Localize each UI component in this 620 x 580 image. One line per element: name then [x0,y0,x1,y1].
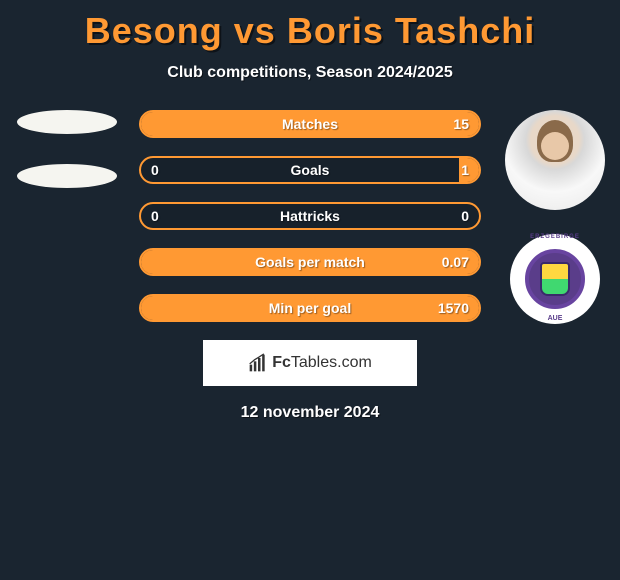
comparison-area: ERZGEBIRGE AUE Matches 15 0 Goals 1 0 Hattrick… [0,110,620,422]
logo-text: FcTables.com [272,354,372,372]
stat-label: Goals per match [255,254,365,270]
right-player-column: ERZGEBIRGE AUE [500,110,610,324]
stat-right-value: 15 [453,116,469,132]
stat-right-value: 0 [461,208,469,224]
club-shield-icon [540,262,570,296]
stat-bar: 0 Goals 1 [139,156,481,184]
page-title: Besong vs Boris Tashchi [0,0,620,52]
stat-label: Min per goal [269,300,351,316]
stat-left-value: 0 [151,208,159,224]
subtitle: Club competitions, Season 2024/2025 [0,64,620,82]
club-abbr: AUE [510,315,600,322]
snapshot-date: 12 november 2024 [0,404,620,422]
club-ring-text: ERZGEBIRGE [510,234,600,240]
stat-right-value: 1570 [438,300,469,316]
left-player-column [12,110,122,218]
player2-avatar [505,110,605,210]
stat-bar: Matches 15 [139,110,481,138]
stat-left-value: 0 [151,162,159,178]
logo-prefix: Fc [272,354,291,371]
stats-bars: Matches 15 0 Goals 1 0 Hattricks 0 Goals per mat… [139,110,481,322]
fctables-logo: FcTables.com [203,340,417,386]
player1-club-placeholder [17,164,117,188]
stat-bar: 0 Hattricks 0 [139,202,481,230]
player1-avatar-placeholder [17,110,117,134]
stat-right-value: 0.07 [442,254,469,270]
chart-icon [248,353,268,373]
stat-bar: Goals per match 0.07 [139,248,481,276]
logo-suffix: Tables.com [291,354,372,371]
stat-label: Hattricks [280,208,340,224]
stat-right-value: 1 [461,162,469,178]
stat-label: Matches [282,116,338,132]
club-badge-inner [525,249,585,309]
stat-bar: Min per goal 1570 [139,294,481,322]
player2-club-badge: ERZGEBIRGE AUE [510,234,600,324]
stat-label: Goals [291,162,330,178]
